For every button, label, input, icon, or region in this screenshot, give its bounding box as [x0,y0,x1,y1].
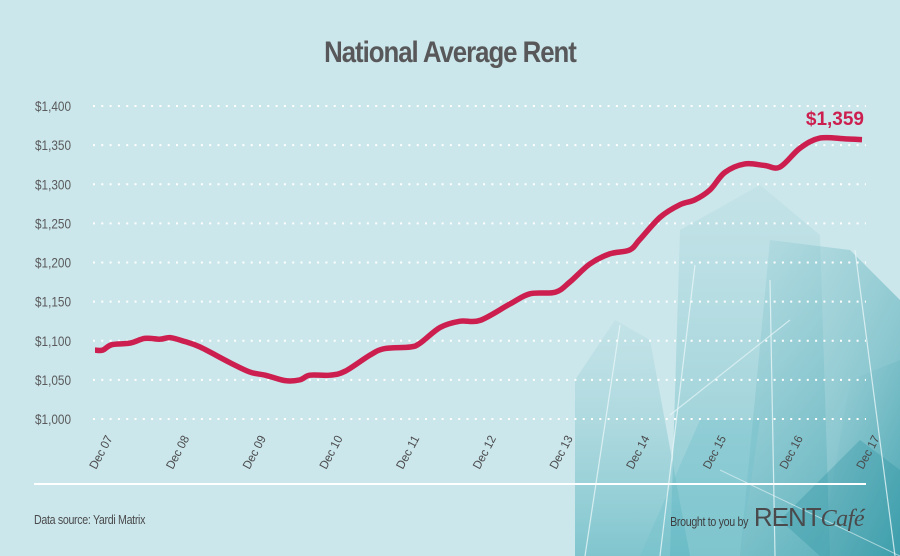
y-tick-label: $1,350 [35,137,71,153]
x-tick-label: Dec 13 [546,433,575,472]
x-tick-label: Dec 17 [853,433,882,472]
y-tick-label: $1,150 [35,294,71,310]
x-tick-label: Dec 11 [393,433,422,472]
brand-credit: Brought to you by RENT Café [653,502,865,533]
x-tick-label: Dec 08 [163,433,192,472]
rentcafe-logo-rent: RENT [753,502,822,532]
y-tick-label: $1,250 [35,215,71,231]
x-tick-label: Dec 10 [316,433,345,472]
y-tick-label: $1,400 [35,98,71,114]
end-value-annotation: $1,359 [806,109,864,130]
y-tick-label: $1,200 [35,255,71,271]
x-axis-labels: Dec 07 Dec 08 Dec 09 Dec 10 Dec 11 Dec 12 Dec … [86,433,882,472]
x-tick-label: Dec 12 [470,433,499,472]
y-tick-label: $1,300 [35,176,71,192]
y-tick-label: $1,050 [35,372,71,388]
gridlines [93,105,866,420]
rentcafe-logo-cafe: Café [820,506,865,532]
y-tick-label: $1,100 [35,333,71,349]
series-layer [94,134,863,384]
chart-title: National Average Rent [324,36,577,69]
x-tick-label: Dec 15 [700,433,729,472]
x-tick-label: Dec 16 [777,433,806,472]
x-tick-label: Dec 14 [623,433,652,472]
x-tick-label: Dec 09 [240,433,269,472]
y-axis-labels: $1,000 $1,050 $1,100 $1,150 $1,200 $1,250 $1,3… [35,98,71,427]
data-source: Data source: Yardi Matrix [34,512,146,527]
x-tick-label: Dec 07 [86,433,115,472]
series-line-national-average-rent [94,134,863,384]
brought-to-you-by: Brought to you by [669,514,748,529]
y-tick-label: $1,000 [35,411,71,427]
